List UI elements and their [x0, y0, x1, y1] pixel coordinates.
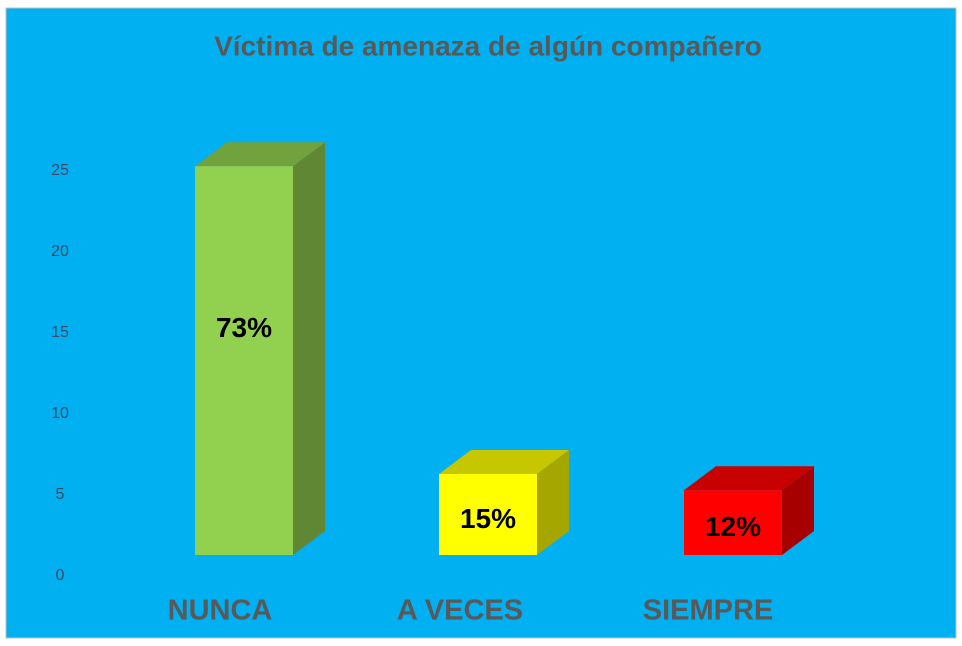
data-label: 12%: [705, 511, 761, 542]
bar-top: [195, 142, 325, 167]
data-label: 15%: [460, 503, 516, 534]
bar: [684, 490, 782, 555]
bar: [195, 166, 293, 555]
bar-top: [439, 450, 569, 474]
chart-title: Víctima de amenaza de algún compañero: [214, 30, 762, 61]
bar: [439, 474, 537, 555]
y-tick-label: 0: [56, 567, 65, 584]
bar-top: [684, 466, 814, 491]
y-tick-label: 5: [56, 486, 65, 503]
y-tick-label: 25: [51, 162, 69, 179]
bar-side: [782, 466, 814, 555]
x-tick-label: NUNCA: [168, 595, 273, 627]
y-tick-label: 15: [51, 324, 69, 341]
bar-side: [293, 142, 325, 555]
bar-side: [537, 450, 569, 555]
data-label: 73%: [216, 312, 272, 343]
y-tick-label: 10: [51, 405, 69, 422]
x-tick-label: SIEMPRE: [643, 595, 774, 627]
y-tick-label: 20: [51, 243, 69, 260]
x-tick-label: A VECES: [397, 595, 523, 627]
